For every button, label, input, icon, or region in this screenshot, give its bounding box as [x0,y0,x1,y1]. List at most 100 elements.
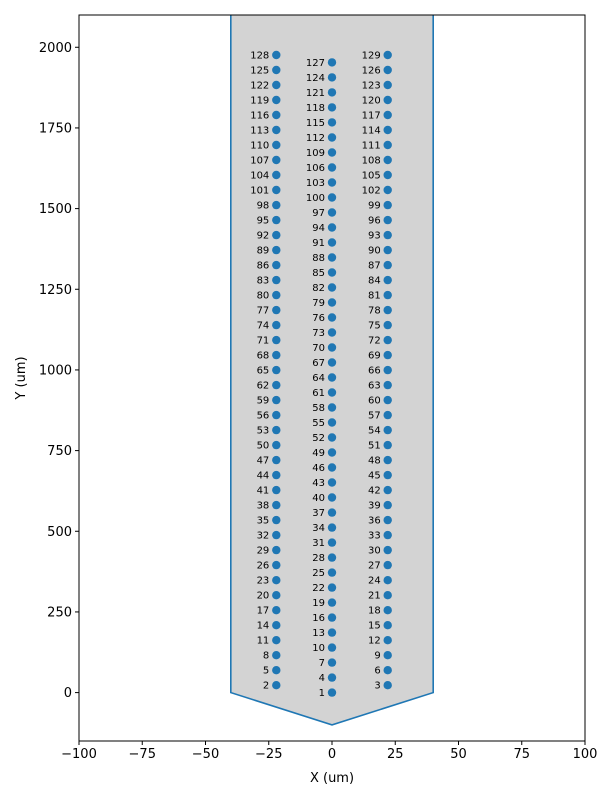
channel-label: 29 [257,546,270,557]
contact-point [327,298,337,307]
channel-label: 21 [368,591,381,602]
contact-point [327,133,337,142]
contact-point [272,140,281,150]
contact-point [272,335,281,345]
channel-label: 7 [319,658,325,669]
contact-point [272,215,281,225]
contact-point [383,380,392,390]
contact-point [272,155,281,165]
contact-point [272,530,281,540]
channel-label: 26 [257,561,270,572]
channel-label: 118 [306,103,325,114]
channel-label: 37 [312,508,325,519]
contact-point [383,666,392,675]
channel-label: 67 [312,358,325,369]
contact-point [383,95,392,105]
contact-point [272,350,281,360]
y-axis-label: Y (um) [14,356,29,400]
contact-point [383,395,392,405]
contact-point [383,651,392,660]
channel-label: 129 [362,51,381,62]
contact-point [272,395,281,405]
channel-label: 106 [306,163,325,174]
probe-shank-fill [230,15,434,725]
channel-label: 128 [250,51,269,62]
contact-point [327,253,337,262]
channel-label: 56 [257,411,270,422]
contact-point [272,305,281,315]
x-tick-label: −25 [255,747,282,762]
channel-label: 64 [312,373,325,384]
contact-point [383,365,392,375]
contact-point [327,223,337,232]
x-tick-label: 100 [573,747,598,762]
contact-point [272,185,281,195]
channel-label: 109 [306,148,325,159]
contact-point [327,178,337,187]
channel-label: 89 [257,246,270,257]
contact-point [272,230,281,240]
channel-label: 10 [312,643,325,654]
contact-point [272,666,281,675]
contact-point [327,283,337,292]
contact-point [327,493,337,502]
y-tick-label: 1750 [39,121,72,136]
contact-point [327,313,337,322]
x-tick-label: 25 [387,747,404,762]
channel-label: 107 [250,156,269,167]
y-tick-label: 2000 [39,41,72,56]
channel-label: 95 [257,216,270,227]
channel-label: 63 [368,381,381,392]
contact-point [327,673,337,682]
contact-point [272,410,281,420]
y-tick-label: 750 [47,444,72,459]
channel-label: 72 [368,336,381,347]
channel-label: 45 [368,471,381,482]
channel-label: 103 [306,178,325,189]
contact-point [383,576,392,585]
channel-label: 12 [368,636,381,647]
contact-point [327,238,337,247]
channel-label: 13 [312,628,325,639]
contact-point [272,440,281,450]
channel-label: 31 [312,538,325,549]
channel-label: 120 [362,96,381,107]
contact-point [272,545,281,555]
contact-point [383,215,392,225]
contact-point [327,628,337,637]
channel-label: 68 [257,351,270,362]
y-tick-label: 250 [47,605,72,620]
channel-label: 93 [368,231,381,242]
contact-point [272,95,281,105]
contact-point [383,425,392,435]
contact-point [272,365,281,375]
contact-point [327,88,337,97]
y-tick-label: 0 [64,686,72,701]
y-tick-label: 500 [47,525,72,540]
channel-label: 88 [312,253,325,264]
contact-point [327,433,337,442]
contact-point [272,606,281,615]
contact-point [272,65,281,75]
channel-label: 113 [250,126,269,137]
contact-point [383,50,392,60]
contact-point [383,410,392,420]
contact-point [383,485,392,495]
channel-label: 98 [257,201,270,212]
channel-label: 115 [306,118,325,129]
channel-label: 4 [319,673,325,684]
channel-label: 92 [257,231,270,242]
contact-point [327,208,337,217]
contact-point [272,260,281,270]
channel-label: 23 [257,576,270,587]
contact-point [272,591,281,600]
channel-label: 47 [257,456,270,467]
channel-label: 49 [312,448,325,459]
channel-label: 105 [362,171,381,182]
channel-label: 76 [312,313,325,324]
contact-point [327,568,337,577]
channel-label: 3 [374,681,380,692]
channel-label: 90 [368,246,381,257]
contact-point [272,636,281,645]
